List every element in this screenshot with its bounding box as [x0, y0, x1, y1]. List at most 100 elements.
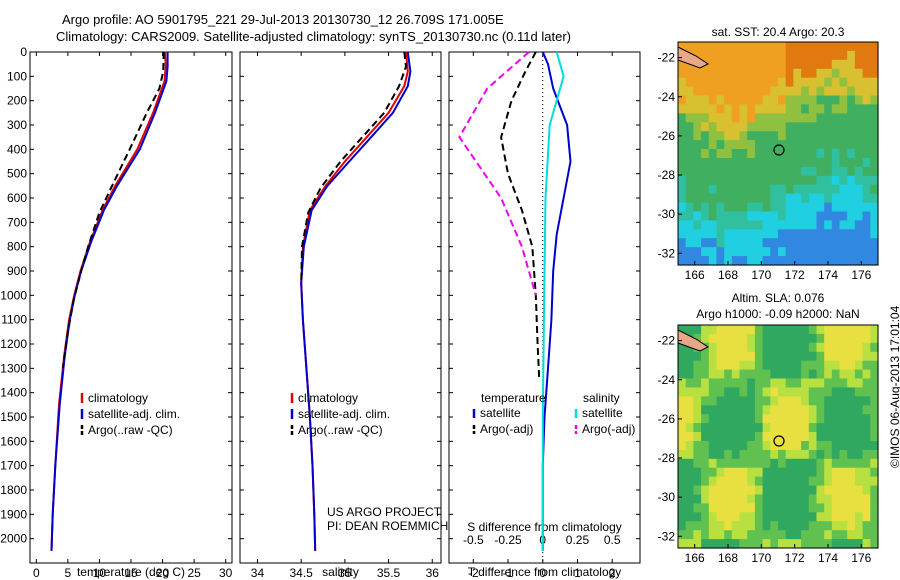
- map-cell: [870, 113, 879, 123]
- map-cell: [701, 149, 710, 159]
- map-cell: [716, 193, 725, 204]
- map-cell: [685, 113, 694, 123]
- map-cell: [793, 387, 802, 397]
- map-cell: [862, 325, 871, 335]
- map-cell: [831, 229, 841, 239]
- map-cell: [693, 476, 702, 487]
- map-cell: [693, 405, 702, 415]
- map-cell: [685, 458, 694, 469]
- map-cell: [716, 378, 725, 388]
- map-cell: [724, 494, 733, 504]
- map-cell: [793, 238, 802, 248]
- map-cell: [808, 503, 818, 513]
- map-cell: [685, 423, 694, 433]
- map-cell: [754, 485, 764, 496]
- map-cell: [785, 59, 794, 70]
- map-cell: [839, 238, 848, 248]
- map-cell: [701, 441, 710, 451]
- map-cell: [808, 256, 818, 266]
- map-cell: [808, 369, 818, 380]
- map-cell: [808, 59, 818, 70]
- map-cell: [801, 458, 810, 469]
- map-cell: [808, 175, 818, 186]
- map-cell: [708, 396, 718, 406]
- map-cell: [816, 369, 825, 380]
- map-cell: [678, 458, 687, 469]
- map-cell: [862, 351, 871, 362]
- map-cell: [770, 166, 779, 177]
- map-cell: [793, 184, 802, 195]
- map-cell: [754, 95, 764, 105]
- map-cell: [870, 149, 879, 159]
- map-cell: [708, 140, 718, 150]
- map-cell: [854, 131, 864, 141]
- map-cell: [870, 512, 879, 522]
- map-cell: [693, 423, 702, 433]
- map-cell: [839, 405, 848, 415]
- map-cell: [716, 166, 725, 177]
- map-cell: [754, 494, 764, 504]
- map-cell: [754, 387, 764, 397]
- map-cell: [693, 539, 702, 549]
- map-cell: [847, 325, 856, 335]
- x-tick-label: 30: [219, 566, 233, 580]
- map-cell: [847, 333, 856, 344]
- map-cell: [870, 140, 879, 150]
- map-cell: [870, 68, 879, 79]
- map-cell: [747, 325, 756, 335]
- map-cell: [862, 333, 871, 344]
- map-cell: [854, 476, 864, 487]
- map-cell: [808, 113, 818, 123]
- map-cell: [724, 423, 733, 433]
- map-cell: [870, 256, 879, 266]
- map-cell: [747, 333, 756, 344]
- map-cell: [831, 68, 841, 79]
- y-tick-label: -28: [658, 451, 676, 465]
- map-cell: [862, 476, 871, 487]
- map-cell: [716, 351, 725, 362]
- map-cell: [839, 202, 848, 213]
- map-cell: [778, 184, 787, 195]
- map-cell: [778, 539, 787, 549]
- map-cell: [762, 184, 771, 195]
- map-cell: [678, 342, 687, 353]
- map-cell: [724, 360, 733, 371]
- map-cell: [793, 476, 802, 487]
- map-cell: [785, 104, 794, 114]
- map-cell: [724, 149, 733, 159]
- map-cell: [754, 166, 764, 177]
- map-cell: [724, 378, 733, 388]
- map-cell: [754, 158, 764, 168]
- map-cell: [808, 405, 818, 415]
- map-cell: [870, 50, 879, 61]
- legend-label: satellite-adj. clim.: [298, 407, 390, 421]
- map-cell: [770, 122, 779, 132]
- map-cell: [801, 396, 810, 406]
- map-cell: [824, 467, 833, 478]
- map-cell: [693, 86, 702, 97]
- map-cell: [708, 369, 718, 380]
- x-tick-label: -1: [503, 566, 514, 580]
- map-cell: [824, 68, 833, 79]
- map-cell: [685, 86, 694, 97]
- map-cell: [724, 158, 733, 168]
- map-cell: [747, 494, 756, 504]
- map-cell: [685, 68, 694, 79]
- map-cell: [824, 441, 833, 451]
- map-cell: [831, 247, 841, 257]
- map-cell: [724, 166, 733, 177]
- map-cell: [847, 42, 856, 52]
- map-cell: [731, 193, 741, 204]
- map-cell: [747, 158, 756, 168]
- x-tick-label: 170: [751, 268, 771, 282]
- map-cell: [854, 122, 864, 132]
- map-cell: [831, 175, 841, 186]
- y-tick-label: 900: [7, 264, 27, 278]
- map-cell: [839, 104, 848, 114]
- map-cell: [862, 77, 871, 88]
- map-cell: [678, 184, 687, 195]
- map-cell: [831, 512, 841, 522]
- map-cell: [685, 360, 694, 371]
- map-cell: [847, 220, 856, 230]
- map-cell: [793, 149, 802, 159]
